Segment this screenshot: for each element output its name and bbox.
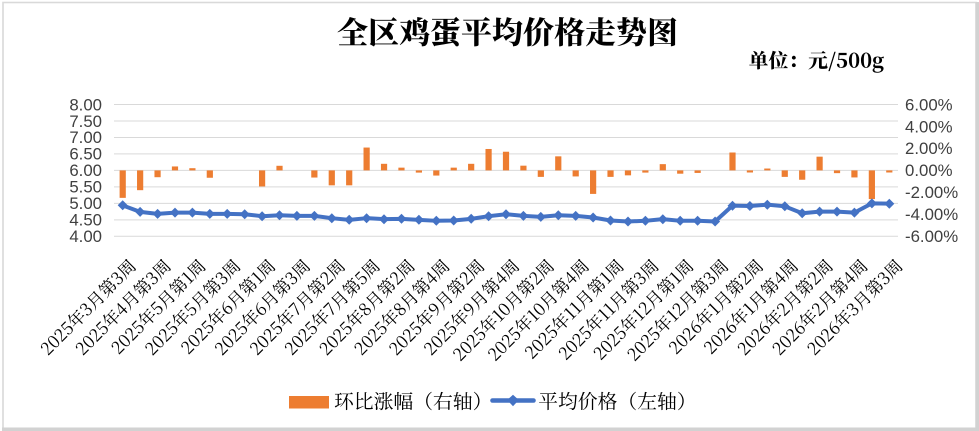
svg-text:7.50: 7.50 bbox=[69, 112, 102, 131]
svg-text:2.00%: 2.00% bbox=[905, 139, 953, 158]
svg-text:5.50: 5.50 bbox=[69, 178, 102, 197]
svg-text:-6.00%: -6.00% bbox=[905, 227, 958, 246]
svg-text:4.00%: 4.00% bbox=[905, 117, 953, 136]
svg-text:8.00: 8.00 bbox=[69, 95, 102, 114]
svg-text:-4.00%: -4.00% bbox=[905, 205, 958, 224]
svg-text:0.00%: 0.00% bbox=[905, 161, 953, 180]
svg-text:4.50: 4.50 bbox=[69, 211, 102, 230]
svg-text:6.00%: 6.00% bbox=[905, 95, 953, 114]
svg-text:6.00: 6.00 bbox=[69, 161, 102, 180]
svg-text:5.00: 5.00 bbox=[69, 194, 102, 213]
svg-text:-2.00%: -2.00% bbox=[905, 183, 958, 202]
svg-text:6.50: 6.50 bbox=[69, 145, 102, 164]
svg-text:4.00: 4.00 bbox=[69, 227, 102, 246]
svg-text:7.00: 7.00 bbox=[69, 128, 102, 147]
